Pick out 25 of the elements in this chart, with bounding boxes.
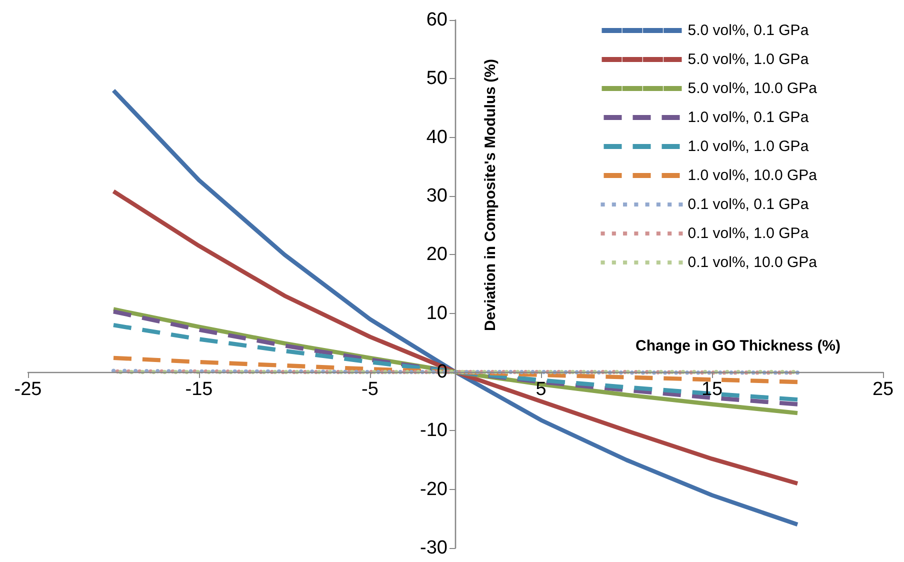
y-tick-label: 20 <box>426 244 448 266</box>
y-tick-label: -30 <box>420 538 448 558</box>
y-tick-label: 50 <box>426 68 448 90</box>
y-tick-label: 40 <box>426 126 448 148</box>
y-axis-title: Deviation in Composite's Modulus (%) <box>482 59 499 331</box>
y-tick-label: 30 <box>426 186 448 206</box>
x-tick-label: -15 <box>185 379 213 400</box>
legend-label: 1.0 vol%, 10.0 GPa <box>688 167 818 184</box>
y-tick-label: 60 <box>426 10 448 30</box>
legend-label: 5.0 vol%, 1.0 GPa <box>688 51 810 68</box>
y-tick-label: -20 <box>420 478 448 500</box>
legend-label: 0.1 vol%, 0.1 GPa <box>688 196 810 213</box>
legend-label: 5.0 vol%, 0.1 GPa <box>688 22 810 39</box>
legend-label: 1.0 vol%, 1.0 GPa <box>688 138 810 155</box>
x-tick-label: 15 <box>701 379 723 400</box>
y-tick-label: -10 <box>420 420 448 442</box>
legend-label: 0.1 vol%, 10.0 GPa <box>688 254 818 271</box>
x-tick-label: -5 <box>362 379 378 400</box>
x-axis-title: Change in GO Thickness (%) <box>635 338 841 354</box>
x-tick-label: 25 <box>872 379 894 400</box>
legend-label: 1.0 vol%, 0.1 GPa <box>688 109 810 126</box>
y-tick-label: 10 <box>426 302 448 324</box>
x-tick-label: -25 <box>14 379 42 400</box>
legend-label: 0.1 vol%, 1.0 GPa <box>688 225 810 242</box>
legend-label: 5.0 vol%, 10.0 GPa <box>688 80 818 97</box>
